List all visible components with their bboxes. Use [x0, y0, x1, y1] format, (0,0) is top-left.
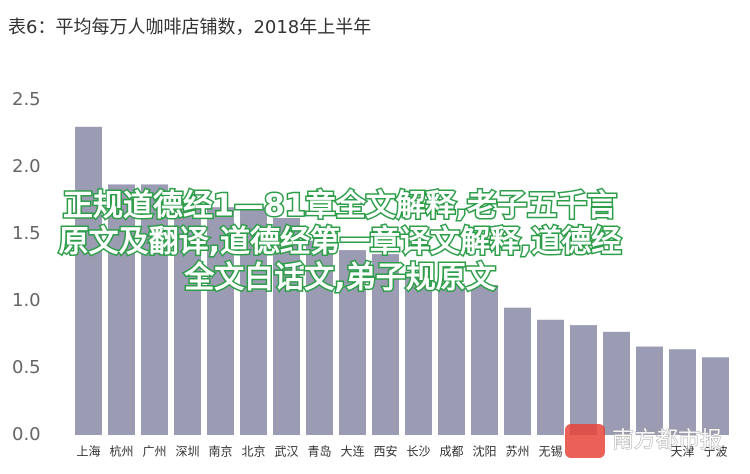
bar: [207, 207, 234, 435]
bar: [603, 331, 630, 435]
x-tick-label: 苏州: [505, 445, 529, 459]
bar: [471, 284, 498, 435]
bar: [339, 250, 366, 435]
bar: [504, 307, 531, 435]
bar: [438, 283, 465, 435]
x-tick-label: 成都: [439, 445, 463, 459]
y-tick-label: 0.0: [12, 424, 41, 445]
bar: [570, 325, 597, 435]
x-tick-label: 长沙: [406, 445, 430, 459]
overlay-text: 原文及翻译,道德经第一章译文解释,道德经: [59, 225, 622, 260]
bar: [636, 346, 663, 435]
bar: [108, 184, 135, 435]
y-tick-label: 2.5: [12, 89, 41, 110]
overlay-text: 全文白话文,弟子规原文: [183, 261, 495, 296]
x-tick-label: 沈阳: [472, 444, 496, 459]
y-tick-label: 2.0: [12, 156, 41, 177]
x-tick-label: 青岛: [307, 444, 331, 459]
x-tick-label: 西安: [373, 444, 397, 459]
x-tick-label: 深圳: [175, 445, 199, 459]
watermark: 南方都市报: [612, 428, 722, 453]
bar: [306, 240, 333, 435]
bar: [174, 200, 201, 435]
bar: [702, 357, 729, 435]
bar: [669, 349, 696, 435]
bar: [273, 217, 300, 435]
bar: [75, 126, 102, 436]
bar: [240, 207, 267, 435]
bar: [141, 184, 168, 435]
x-tick-label: 天津: [670, 445, 694, 459]
chart-title: 表6：平均每万人咖啡店铺数，2018年上半年: [8, 17, 371, 38]
x-tick-label: 北京: [241, 445, 265, 459]
x-tick-label: 宁波: [703, 444, 727, 459]
bar: [372, 254, 399, 435]
y-tick-label: 1.5: [12, 223, 41, 244]
x-tick-label: 南京: [208, 444, 232, 459]
bar: [537, 319, 564, 435]
x-tick-label: 大连: [340, 444, 364, 459]
x-tick-label: 广州: [142, 445, 166, 459]
overlay-text: 正规道德经1—81章全文解释,老子五千言: [63, 189, 617, 224]
x-tick-label: 武汉: [274, 445, 298, 459]
x-tick-label: 杭州: [109, 444, 133, 459]
bar: [405, 271, 432, 435]
x-tick-label: 无锡: [538, 444, 562, 459]
x-tick-label: 上海: [76, 444, 100, 459]
watermark-logo: [565, 424, 605, 458]
y-tick-label: 1.0: [12, 290, 41, 311]
y-tick-label: 0.5: [12, 357, 41, 378]
